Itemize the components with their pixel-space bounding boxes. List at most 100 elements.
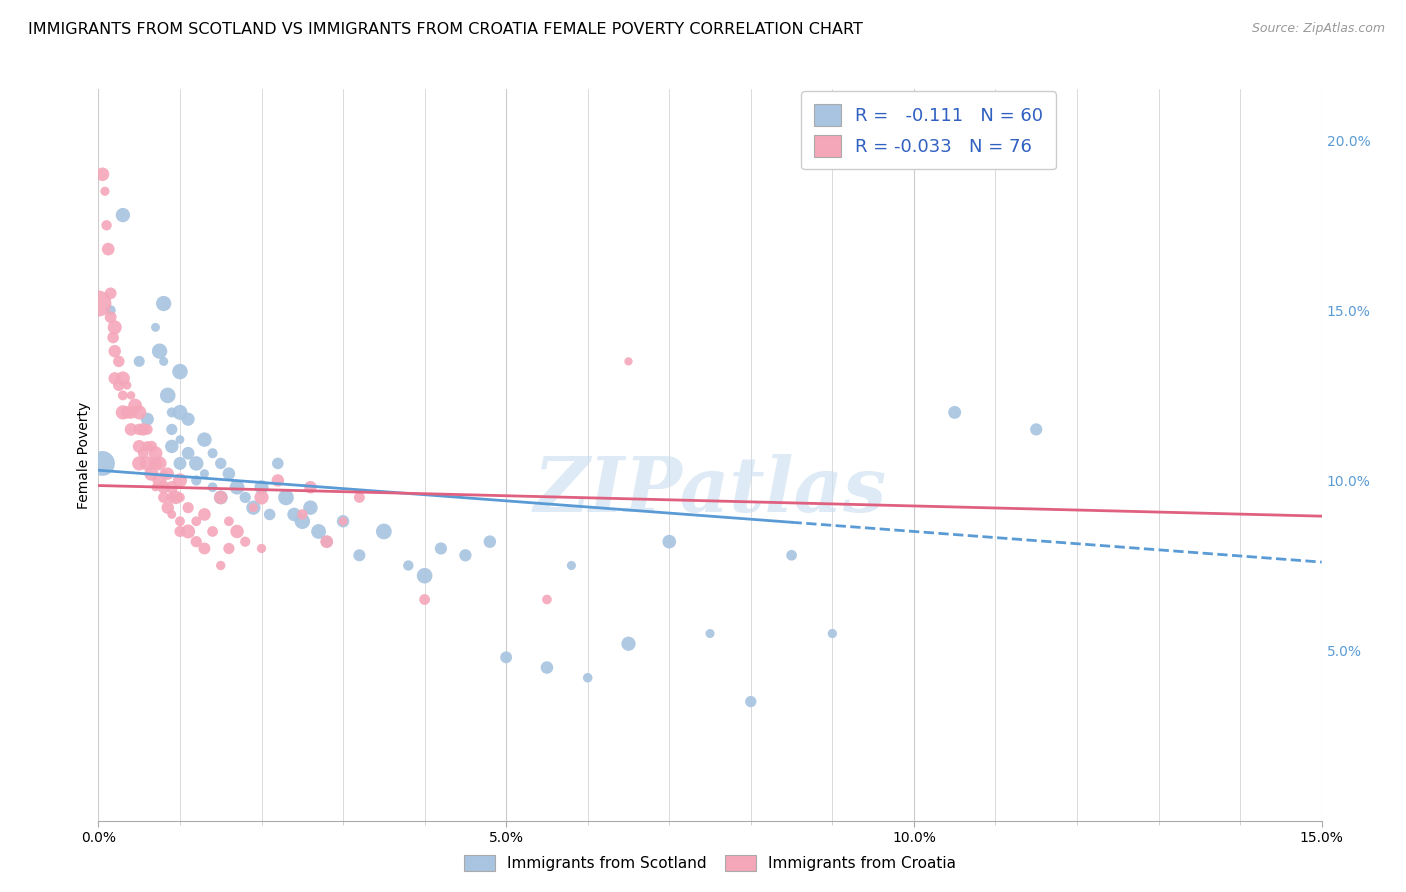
Point bbox=[156, 500, 179, 515]
Point bbox=[177, 524, 200, 539]
Point bbox=[156, 388, 179, 402]
Point bbox=[160, 405, 183, 419]
Point bbox=[186, 457, 208, 471]
Point bbox=[193, 433, 215, 447]
Point bbox=[821, 626, 844, 640]
Point bbox=[111, 371, 134, 385]
Point bbox=[96, 219, 118, 233]
Point bbox=[454, 549, 477, 563]
Point bbox=[149, 344, 172, 359]
Point bbox=[100, 286, 122, 301]
Point bbox=[291, 508, 314, 522]
Point bbox=[104, 320, 127, 334]
Point bbox=[111, 388, 134, 402]
Point bbox=[94, 184, 117, 198]
Point bbox=[536, 660, 558, 674]
Point bbox=[315, 534, 337, 549]
Point bbox=[495, 650, 517, 665]
Point bbox=[100, 310, 122, 325]
Point bbox=[108, 354, 131, 368]
Point bbox=[169, 514, 191, 528]
Point bbox=[100, 303, 122, 318]
Y-axis label: Female Poverty: Female Poverty bbox=[77, 401, 91, 508]
Point bbox=[413, 568, 436, 582]
Point bbox=[128, 439, 150, 453]
Point bbox=[136, 457, 159, 471]
Point bbox=[141, 439, 163, 453]
Point bbox=[201, 480, 224, 494]
Point bbox=[169, 457, 191, 471]
Point bbox=[169, 474, 191, 488]
Point bbox=[101, 330, 124, 344]
Point bbox=[658, 534, 681, 549]
Point bbox=[780, 549, 803, 563]
Point bbox=[169, 365, 191, 379]
Point bbox=[132, 446, 155, 460]
Point bbox=[201, 524, 224, 539]
Point bbox=[233, 534, 256, 549]
Point bbox=[160, 491, 183, 505]
Point bbox=[209, 491, 232, 505]
Point bbox=[165, 491, 187, 505]
Point bbox=[332, 514, 354, 528]
Point bbox=[209, 558, 232, 573]
Point bbox=[177, 412, 200, 426]
Point bbox=[740, 695, 762, 709]
Point bbox=[226, 480, 249, 494]
Point bbox=[259, 508, 281, 522]
Point bbox=[218, 541, 240, 556]
Point bbox=[169, 524, 191, 539]
Text: ZIPatlas: ZIPatlas bbox=[533, 455, 887, 528]
Point bbox=[193, 541, 215, 556]
Point bbox=[209, 491, 232, 505]
Point bbox=[186, 514, 208, 528]
Point bbox=[145, 457, 167, 471]
Point bbox=[291, 514, 314, 528]
Point bbox=[1025, 422, 1047, 436]
Point bbox=[186, 474, 208, 488]
Point bbox=[536, 592, 558, 607]
Point bbox=[160, 480, 183, 494]
Text: IMMIGRANTS FROM SCOTLAND VS IMMIGRANTS FROM CROATIA FEMALE POVERTY CORRELATION C: IMMIGRANTS FROM SCOTLAND VS IMMIGRANTS F… bbox=[28, 22, 863, 37]
Point bbox=[152, 480, 174, 494]
Point bbox=[120, 388, 142, 402]
Point bbox=[186, 534, 208, 549]
Point bbox=[160, 508, 183, 522]
Point bbox=[111, 208, 134, 222]
Point bbox=[87, 296, 110, 310]
Point bbox=[209, 457, 232, 471]
Point bbox=[169, 433, 191, 447]
Point bbox=[299, 500, 322, 515]
Point bbox=[299, 480, 322, 494]
Point bbox=[308, 524, 330, 539]
Point bbox=[169, 491, 191, 505]
Point bbox=[136, 439, 159, 453]
Point bbox=[141, 467, 163, 481]
Point bbox=[97, 242, 120, 256]
Point bbox=[233, 491, 256, 505]
Point bbox=[218, 467, 240, 481]
Point bbox=[413, 592, 436, 607]
Point bbox=[115, 405, 138, 419]
Point bbox=[124, 399, 146, 413]
Point bbox=[120, 405, 142, 419]
Point bbox=[430, 541, 453, 556]
Point bbox=[576, 671, 599, 685]
Point bbox=[617, 354, 640, 368]
Point bbox=[152, 296, 174, 310]
Point bbox=[128, 354, 150, 368]
Point bbox=[250, 491, 273, 505]
Point bbox=[201, 446, 224, 460]
Point bbox=[104, 371, 127, 385]
Point bbox=[283, 508, 305, 522]
Point bbox=[128, 457, 150, 471]
Point bbox=[226, 524, 249, 539]
Point bbox=[128, 405, 150, 419]
Point bbox=[242, 500, 264, 515]
Point bbox=[193, 508, 215, 522]
Point bbox=[108, 378, 131, 392]
Point bbox=[149, 457, 172, 471]
Point bbox=[152, 354, 174, 368]
Point bbox=[149, 474, 172, 488]
Point bbox=[242, 500, 264, 515]
